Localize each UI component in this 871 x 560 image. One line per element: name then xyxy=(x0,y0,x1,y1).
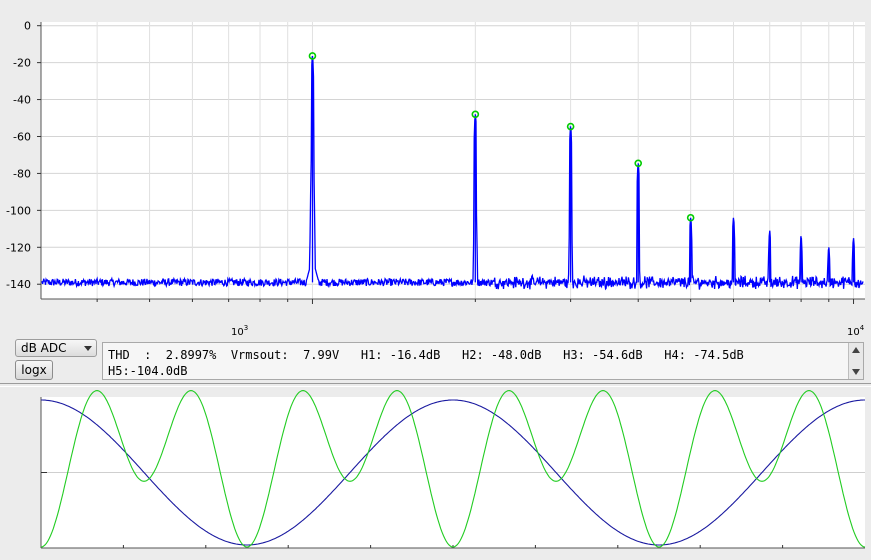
harmonic-marker xyxy=(308,52,317,60)
x-tick-label-1e3: 103 xyxy=(231,324,248,338)
results-line-2: H5:-104.0dB xyxy=(108,364,188,378)
harmonic-markers xyxy=(308,52,695,222)
results-text-area[interactable]: THD : 2.8997% Vrmsout: 7.99V H1: -16.4dB… xyxy=(102,342,864,380)
y-tick-label: -80 xyxy=(13,167,31,180)
x-tick-label-1e4: 104 xyxy=(847,324,865,338)
harmonic-marker xyxy=(471,110,480,119)
waveform-grid xyxy=(40,397,865,549)
results-line-1: THD : 2.8997% Vrmsout: 7.99V H1: -16.4dB… xyxy=(108,348,744,362)
results-text: THD : 2.8997% Vrmsout: 7.99V H1: -16.4dB… xyxy=(108,347,844,379)
scroll-down-icon[interactable] xyxy=(852,369,860,375)
harmonic-marker xyxy=(686,213,695,222)
waveform-blue-trace xyxy=(41,399,865,546)
x-axis-tick-labels: 103 104 xyxy=(231,324,865,338)
spectrum-axes xyxy=(37,22,865,304)
waveform-green-trace xyxy=(40,390,866,548)
waveform-plot[interactable] xyxy=(0,388,871,560)
y-axis-tick-labels: 0 -20 -40 -60 -80 -100 -120 -140 xyxy=(6,20,31,292)
y-tick-label: -120 xyxy=(6,241,31,254)
y-tick-label: 0 xyxy=(24,20,31,33)
spectrum-trace xyxy=(41,56,864,291)
y-tick-label: -20 xyxy=(13,57,31,70)
y-tick-label: -40 xyxy=(13,94,31,107)
results-scrollbar[interactable] xyxy=(848,343,863,379)
logx-button[interactable]: logx xyxy=(15,360,53,380)
scale-select-value: dB ADC xyxy=(21,341,67,355)
harmonic-marker xyxy=(634,159,643,168)
y-tick-label: -140 xyxy=(6,278,31,291)
scroll-up-icon[interactable] xyxy=(852,347,860,353)
panel-splitter[interactable] xyxy=(0,383,871,387)
spectrum-canvas[interactable] xyxy=(41,22,865,299)
y-tick-label: -100 xyxy=(6,204,31,217)
scale-select[interactable]: dB ADC xyxy=(15,339,97,357)
chevron-down-icon xyxy=(84,346,92,351)
harmonic-marker xyxy=(566,122,575,131)
spectrum-plot[interactable]: 0 -20 -40 -60 -80 -100 -120 -140 103 104 xyxy=(0,0,871,340)
y-tick-label: -60 xyxy=(13,130,31,143)
